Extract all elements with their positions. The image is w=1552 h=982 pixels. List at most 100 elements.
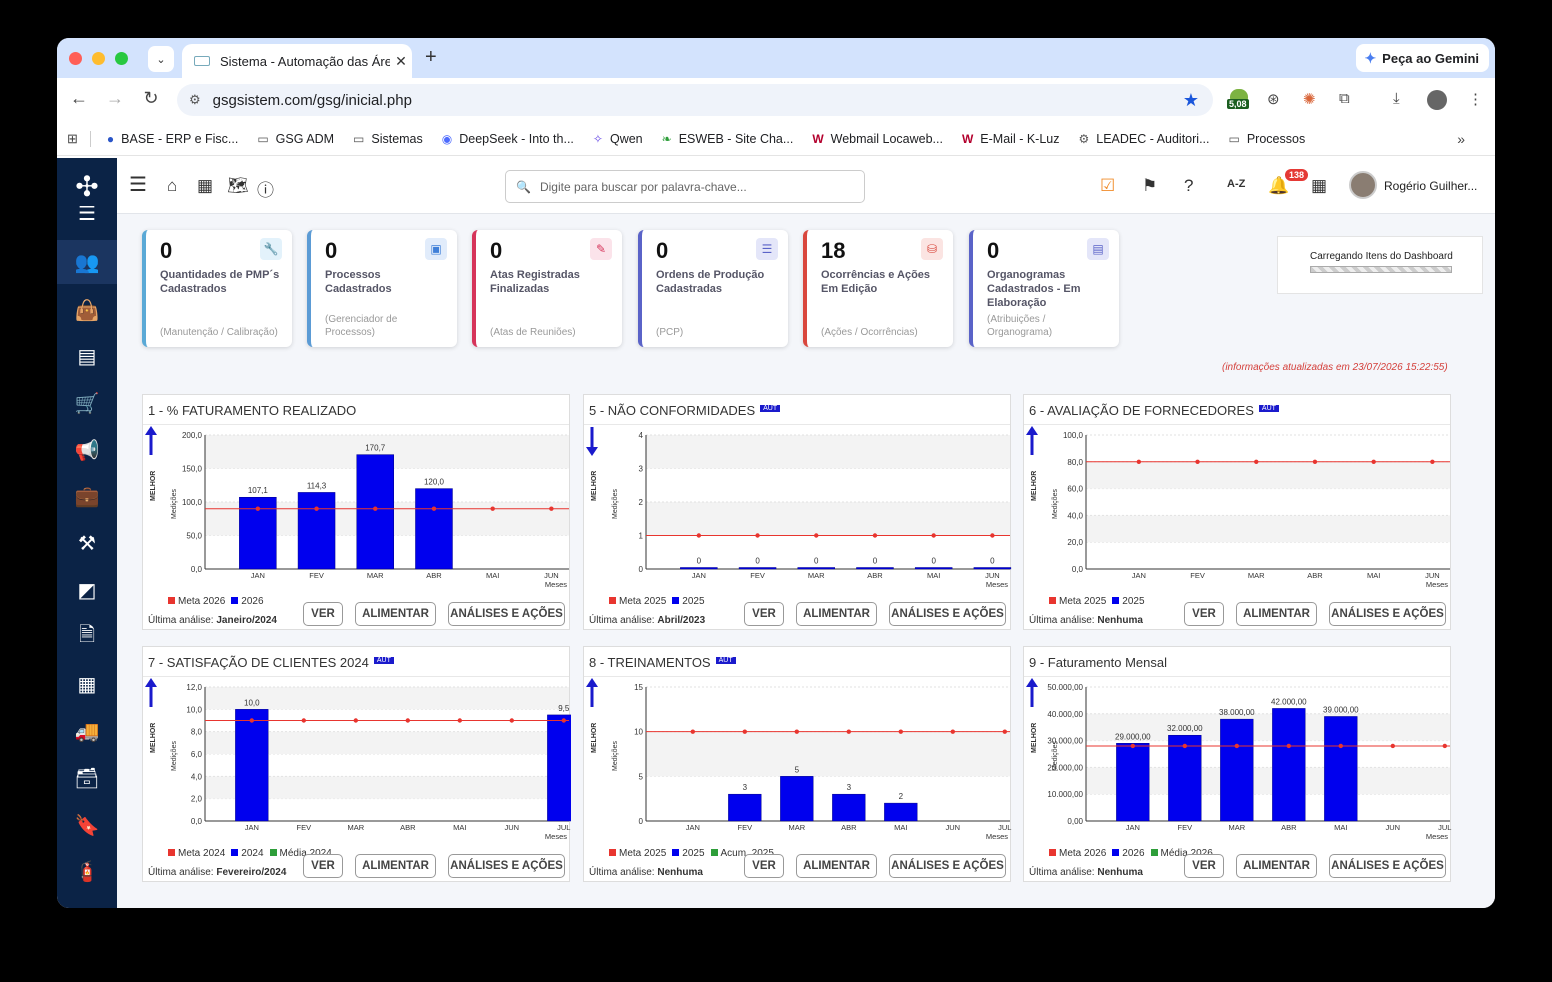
alimentar-button[interactable]: ALIMENTAR (355, 854, 436, 878)
bookmark-item[interactable]: ● BASE - ERP e Fisc... (107, 132, 238, 146)
legend-item[interactable]: Meta 2024 (168, 848, 225, 859)
tab-close-icon[interactable]: ✕ (395, 52, 407, 69)
bookmark-item[interactable]: ⚙ LEADEC - Auditori... (1078, 132, 1209, 146)
document-icon[interactable]: 🗎 (78, 624, 96, 646)
extension-badge[interactable]: 5,08 (1227, 89, 1251, 111)
apps-grid-icon[interactable]: ▦ (1311, 176, 1328, 195)
legend-item[interactable]: 2026 (1112, 848, 1145, 859)
ver-button[interactable]: VER (303, 854, 343, 878)
legend-item[interactable]: 2024 (231, 848, 264, 859)
server-icon[interactable]: ▤ (77, 345, 97, 368)
analises-acoes-button[interactable]: ANÁLISES E AÇÕES (1329, 854, 1446, 878)
az-index-button[interactable]: A-Z (1227, 178, 1246, 190)
extensions-icon[interactable]: ⧉ (1339, 90, 1350, 107)
calculator-icon[interactable]: ▦ (77, 673, 97, 696)
bookmark-item[interactable]: ❧ ESWEB - Site Cha... (662, 132, 794, 146)
briefcase-icon[interactable]: 💼 (74, 485, 100, 508)
eraser-icon[interactable]: ◩ (77, 579, 97, 602)
shopping-bag-icon[interactable]: 👜 (74, 299, 100, 322)
legend-item[interactable]: 2026 (231, 596, 264, 607)
map-icon[interactable]: 🗺 (227, 176, 249, 195)
ver-button[interactable]: VER (303, 602, 343, 626)
bookmark-item[interactable]: ✧ Qwen (593, 132, 643, 146)
bookmark-item[interactable]: W Webmail Locaweb... (812, 132, 943, 146)
info-icon[interactable]: ⓘ (257, 181, 274, 200)
alimentar-button[interactable]: ALIMENTAR (796, 854, 877, 878)
user-name[interactable]: Rogério Guilher... (1384, 179, 1478, 193)
ver-button[interactable]: VER (1184, 854, 1224, 878)
menu-kebab-icon[interactable]: ⋮ (1468, 91, 1483, 108)
summary-card[interactable]: 18 Ocorrências e Ações Em Edição (Ações / … (803, 230, 953, 347)
fire-extinguisher-icon[interactable]: 🧯 (74, 860, 100, 883)
address-bar[interactable]: ⚙ gsgsistem.com/gsg/inicial.php ★ (177, 84, 1213, 116)
bookmark-star-icon[interactable]: ★ (1182, 89, 1199, 110)
summary-card[interactable]: 0 Ordens de Produção Cadastradas (PCP) ☰ (638, 230, 788, 347)
forward-icon[interactable]: → (106, 88, 124, 108)
claude-icon[interactable]: ✺ (1303, 91, 1316, 108)
list-icon[interactable]: ☰ (78, 206, 96, 225)
legend-item[interactable]: Meta 2025 (609, 596, 666, 607)
close-window-button[interactable] (69, 52, 82, 65)
analises-acoes-button[interactable]: ANÁLISES E AÇÕES (889, 854, 1006, 878)
legend-item[interactable]: Acum. 2025 (710, 848, 774, 859)
bell-icon[interactable]: 🔔 (1268, 176, 1290, 195)
legend-item[interactable]: 2025 (672, 596, 705, 607)
summary-card[interactable]: 0 Organogramas Cadastrados - Em Elaboraçã… (969, 230, 1119, 347)
analises-acoes-button[interactable]: ANÁLISES E AÇÕES (889, 602, 1006, 626)
download-icon[interactable]: ⤓ (1393, 90, 1400, 107)
bookmark-icon[interactable]: 🔖 (74, 814, 100, 837)
bookmark-item[interactable]: ▭ GSG ADM (257, 132, 334, 146)
back-icon[interactable]: ← (70, 88, 88, 108)
browser-tab[interactable]: Sistema - Automação das Áre ✕ (182, 44, 412, 78)
openai-icon[interactable]: ⊛ (1267, 91, 1280, 108)
summary-card[interactable]: 0 Atas Registradas Finalizadas (Atas de Re… (472, 230, 622, 347)
megaphone-icon[interactable]: 📢 (74, 439, 100, 462)
ver-button[interactable]: VER (1184, 602, 1224, 626)
bookmark-item[interactable]: W E-Mail - K-Luz (962, 132, 1060, 146)
reload-icon[interactable]: ↻ (143, 88, 159, 108)
summary-card[interactable]: 0 Quantidades de PMP´s Cadastrados (Manute… (142, 230, 292, 347)
legend-item[interactable]: Média 2024 (269, 848, 332, 859)
site-settings-icon[interactable]: ⚙ (189, 92, 201, 107)
alimentar-button[interactable]: ALIMENTAR (796, 602, 877, 626)
new-tab-button[interactable]: + (425, 46, 437, 68)
cart-icon[interactable]: 🛒 (74, 392, 100, 415)
users-icon[interactable]: 👥 (57, 240, 117, 284)
gavel-icon[interactable]: ⚒ (78, 532, 96, 555)
analises-acoes-button[interactable]: ANÁLISES E AÇÕES (448, 602, 565, 626)
alimentar-button[interactable]: ALIMENTAR (1236, 854, 1317, 878)
legend-item[interactable]: Média 2026 (1150, 848, 1213, 859)
profile-avatar[interactable] (1427, 90, 1447, 110)
bookmark-item[interactable]: ◉ DeepSeek - Into th... (442, 132, 574, 146)
more-bookmarks-icon[interactable]: » (1457, 130, 1465, 147)
legend-item[interactable]: Meta 2025 (1049, 596, 1106, 607)
bookmark-item[interactable]: ▭ Processos (1229, 132, 1306, 146)
tasks-check-icon[interactable]: ☑ (1100, 176, 1116, 195)
calendar-icon[interactable]: ▦ (197, 176, 214, 195)
legend-item[interactable]: Meta 2026 (168, 596, 225, 607)
legend-item[interactable]: 2025 (672, 848, 705, 859)
bookmark-item[interactable]: ▭ Sistemas (353, 132, 423, 146)
ver-button[interactable]: VER (744, 854, 784, 878)
minimize-window-button[interactable] (92, 52, 105, 65)
search-input[interactable]: 🔍 Digite para buscar por palavra-chave..… (505, 170, 865, 203)
apps-grid-icon[interactable]: ⊞ (67, 130, 78, 146)
zoom-window-button[interactable] (115, 52, 128, 65)
alimentar-button[interactable]: ALIMENTAR (355, 602, 436, 626)
legend-item[interactable]: Meta 2026 (1049, 848, 1106, 859)
alimentar-button[interactable]: ALIMENTAR (1236, 602, 1317, 626)
user-avatar[interactable] (1349, 171, 1377, 199)
help-icon[interactable]: ? (1184, 176, 1194, 195)
gemini-button[interactable]: ✦ Peça ao Gemini (1356, 44, 1489, 72)
archive-box-icon[interactable]: 🗃 (74, 767, 100, 790)
truck-icon[interactable]: 🚚 (74, 720, 100, 743)
legend-item[interactable]: 2025 (1112, 596, 1145, 607)
hamburger-menu-icon[interactable]: ☰ (129, 174, 147, 196)
tab-search-button[interactable]: ⌄ (148, 46, 174, 72)
home-icon[interactable]: ⌂ (167, 176, 178, 195)
analises-acoes-button[interactable]: ANÁLISES E AÇÕES (448, 854, 565, 878)
app-logo-icon[interactable]: ✣ (75, 170, 99, 202)
legend-item[interactable]: Meta 2025 (609, 848, 666, 859)
ver-button[interactable]: VER (744, 602, 784, 626)
analises-acoes-button[interactable]: ANÁLISES E AÇÕES (1329, 602, 1446, 626)
